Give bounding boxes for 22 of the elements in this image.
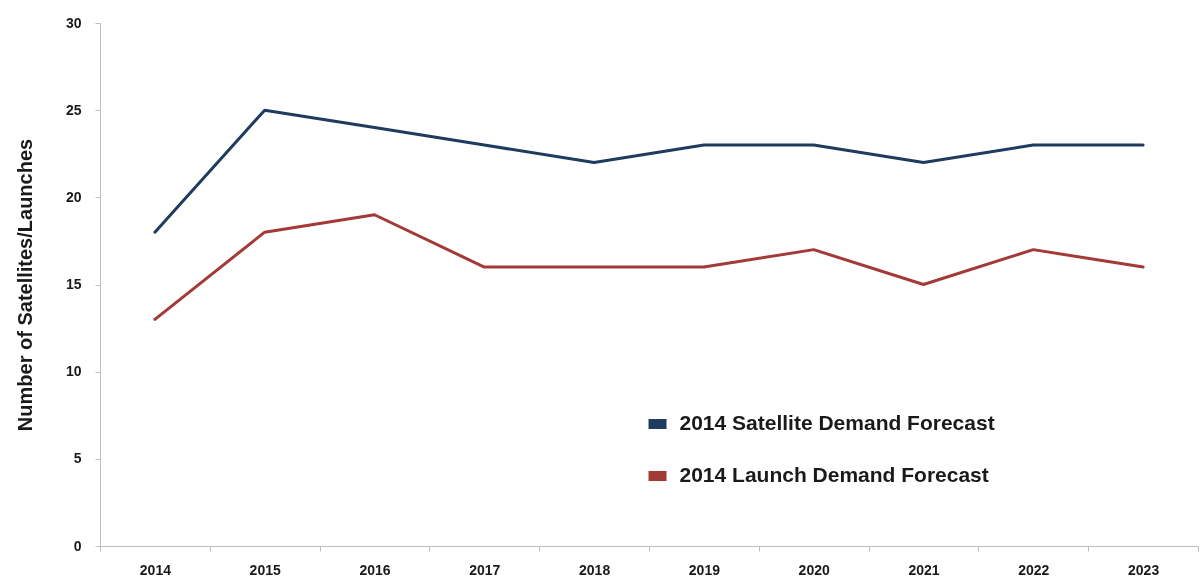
line-series — [153, 213, 1145, 321]
legend-label: 2014 Satellite Demand Forecast — [679, 411, 995, 435]
x-tick-label: 2015 — [249, 561, 281, 578]
y-tick-label: 10 — [65, 363, 82, 380]
y-tick-label: 30 — [65, 14, 82, 31]
y-tick-label: 15 — [65, 276, 82, 292]
y-tick-label: 5 — [73, 450, 82, 467]
legend-label: 2014 Launch Demand Forecast — [679, 463, 989, 487]
x-tick-label: 2019 — [688, 561, 721, 578]
x-tick-label: 2021 — [908, 561, 940, 578]
x-tick-label: 2014 — [139, 561, 172, 578]
x-tick-label: 2016 — [359, 561, 391, 578]
x-tick-label: 2023 — [1128, 561, 1160, 578]
x-tick-label: 2022 — [1018, 561, 1050, 578]
line-series — [153, 108, 1145, 234]
y-axis-title: Number of Satellites/Launches — [13, 138, 36, 432]
y-tick-label: 25 — [65, 101, 82, 118]
y-tick-label: 0 — [73, 537, 82, 554]
x-tick-label: 2020 — [798, 561, 830, 578]
y-tick-label: 20 — [65, 188, 82, 205]
x-tick-label: 2018 — [579, 561, 611, 578]
x-tick-label: 2017 — [469, 561, 501, 578]
